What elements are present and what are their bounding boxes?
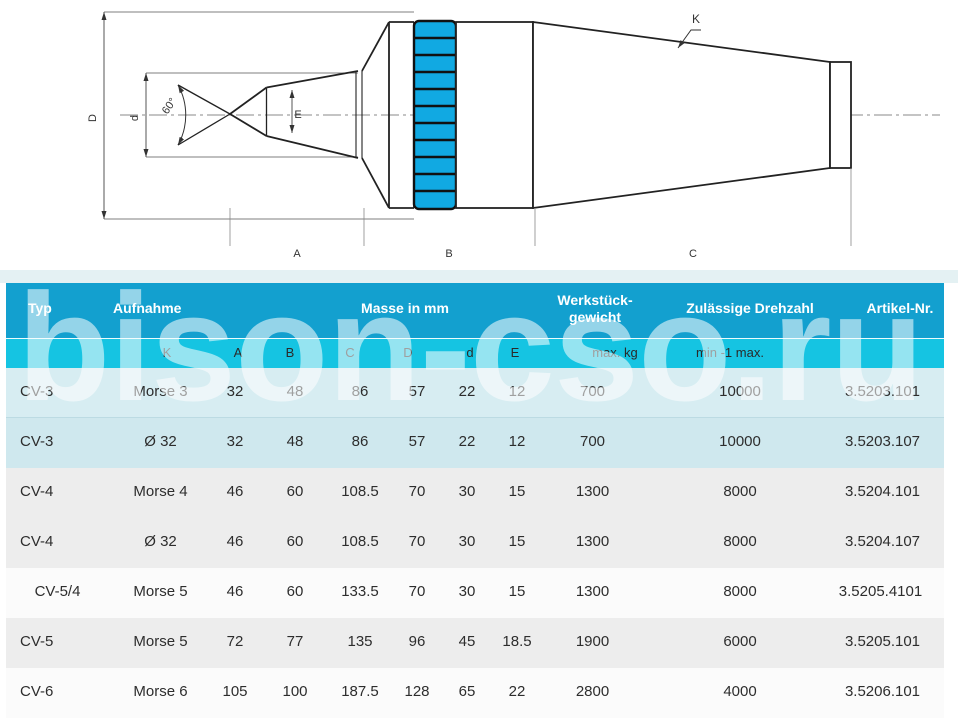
svg-text:60°: 60°: [160, 96, 179, 117]
svg-text:E: E: [294, 109, 301, 121]
svg-text:d: d: [129, 115, 141, 121]
svg-text:A: A: [293, 248, 301, 260]
svg-text:D: D: [87, 114, 99, 122]
svg-text:C: C: [689, 248, 697, 260]
svg-text:B: B: [445, 248, 452, 260]
svg-text:K: K: [692, 12, 700, 26]
